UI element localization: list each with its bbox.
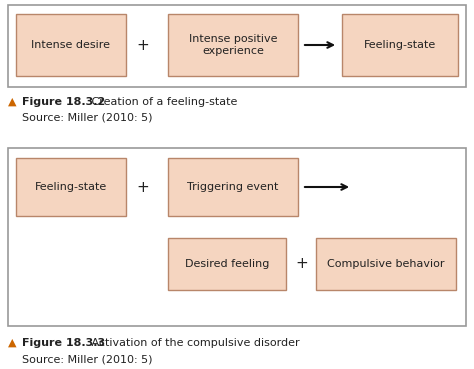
Text: Compulsive behavior: Compulsive behavior xyxy=(327,259,445,269)
Text: Source: Miller (2010: 5): Source: Miller (2010: 5) xyxy=(22,354,153,364)
Text: +: + xyxy=(137,179,149,194)
Text: +: + xyxy=(137,38,149,52)
Bar xyxy=(16,14,126,76)
Text: Intense desire: Intense desire xyxy=(31,40,110,50)
Bar xyxy=(316,238,456,290)
Bar xyxy=(8,5,466,87)
Bar xyxy=(16,158,126,216)
Text: ▲: ▲ xyxy=(8,97,17,107)
Bar xyxy=(342,14,458,76)
Bar xyxy=(168,14,298,76)
Text: Figure 18.3.2: Figure 18.3.2 xyxy=(22,97,105,107)
Text: Source: Miller (2010: 5): Source: Miller (2010: 5) xyxy=(22,113,153,123)
Bar xyxy=(168,238,286,290)
Text: Feeling-state: Feeling-state xyxy=(35,182,107,192)
Text: Creation of a feeling-state: Creation of a feeling-state xyxy=(88,97,237,107)
Text: Activation of the compulsive disorder: Activation of the compulsive disorder xyxy=(88,338,300,348)
Text: ▲: ▲ xyxy=(8,338,17,348)
Text: Feeling-state: Feeling-state xyxy=(364,40,436,50)
Text: Triggering event: Triggering event xyxy=(187,182,279,192)
Text: Figure 18.3.3: Figure 18.3.3 xyxy=(22,338,105,348)
Text: Desired feeling: Desired feeling xyxy=(185,259,269,269)
Text: +: + xyxy=(296,256,309,272)
Text: Intense positive
experience: Intense positive experience xyxy=(189,34,277,56)
Bar xyxy=(8,148,466,326)
Bar xyxy=(168,158,298,216)
